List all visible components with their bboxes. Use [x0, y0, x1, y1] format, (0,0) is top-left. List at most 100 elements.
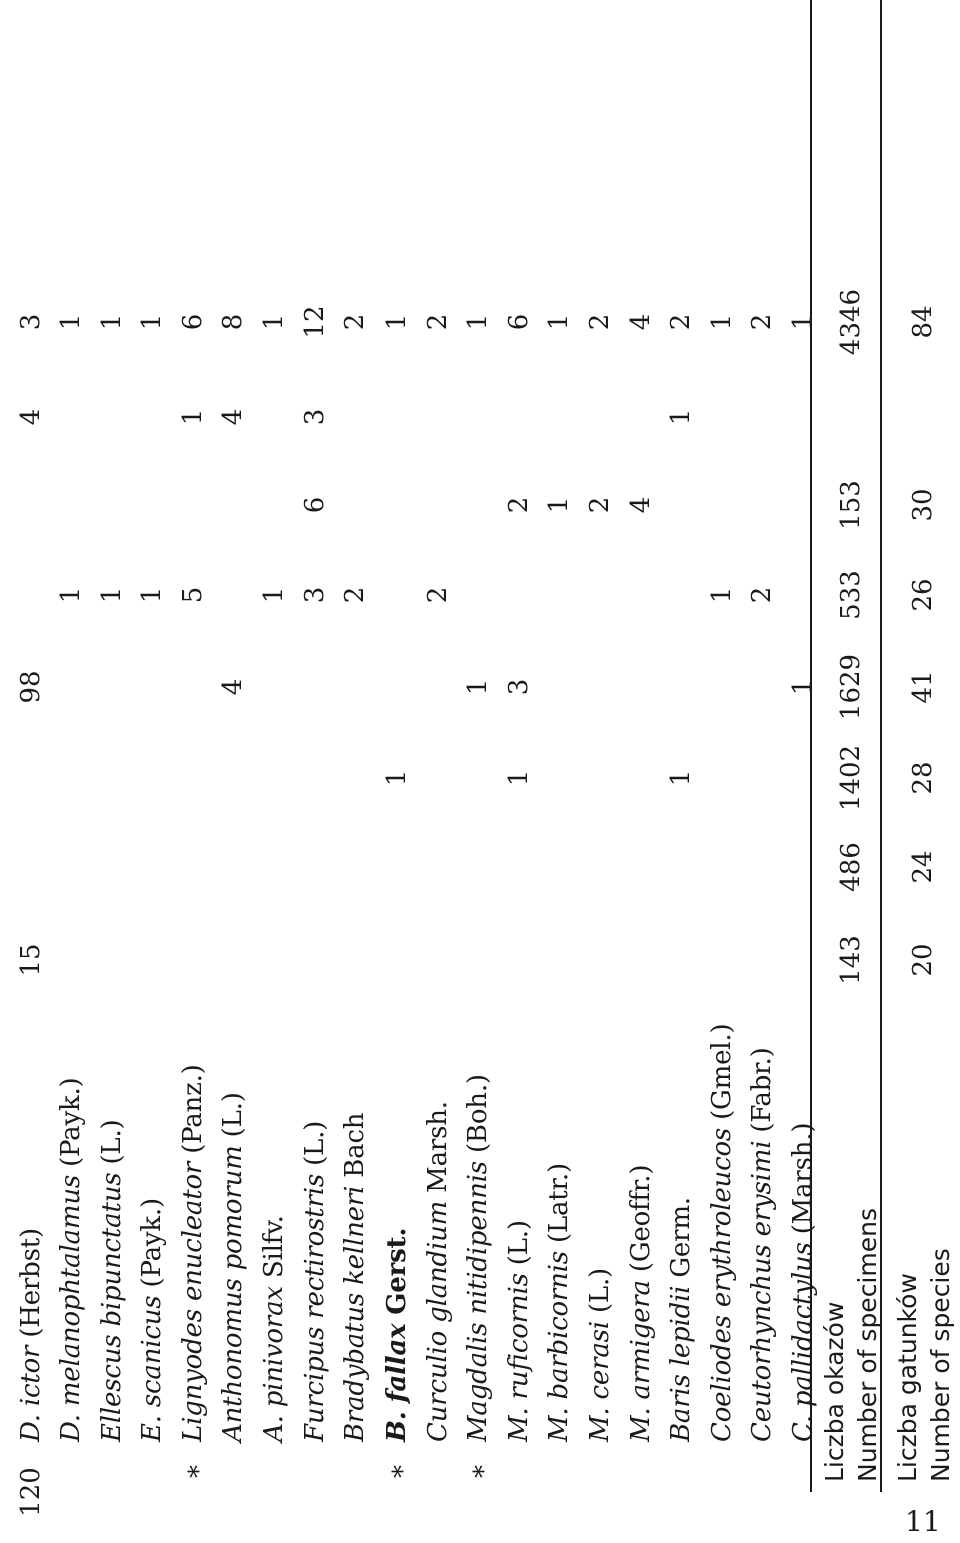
count-cell: 1	[56, 586, 86, 604]
count-cell: 2	[747, 586, 777, 604]
species-name: Ceutorhynchus erysimi (Fabr.)	[747, 1047, 777, 1442]
count-cell: 6	[300, 496, 330, 514]
count-cell: 2	[340, 313, 370, 331]
species-name: Furcipus rectirostris (L.)	[300, 1120, 330, 1442]
species-authority: (Payk.)	[56, 1077, 86, 1175]
count-cell: 2	[504, 496, 534, 514]
species-binomial: Furcipus rectirostris	[300, 1174, 330, 1442]
count-cell: 1	[382, 313, 412, 331]
count-cell: 1	[666, 408, 696, 426]
summary-value: 1402	[836, 744, 866, 812]
count-cell: 4	[218, 678, 248, 696]
species-name: Bradybatus kellneri Bach	[340, 1112, 370, 1442]
count-cell: 4	[218, 408, 248, 426]
count-cell: 1	[56, 313, 86, 331]
count-cell: 3	[300, 408, 330, 426]
count-cell: 1	[178, 408, 208, 426]
summary-label-en: Number of species	[926, 1248, 955, 1482]
count-cell: 8	[218, 313, 248, 331]
summary-value: 20	[908, 943, 938, 977]
count-cell: 2	[585, 496, 615, 514]
species-authority: (L.)	[504, 1220, 534, 1274]
summary-value: 28	[908, 761, 938, 795]
row-star-marker: *	[388, 1465, 418, 1478]
count-cell: 1	[788, 313, 818, 331]
species-authority: (L.)	[300, 1120, 330, 1174]
count-cell: 4	[626, 496, 656, 514]
count-cell: 1	[137, 313, 167, 331]
species-authority: (Boh.)	[463, 1074, 493, 1162]
species-name: M. barbicornis (Latr.)	[544, 1163, 574, 1442]
species-name: Ellescus bipunctatus (L.)	[97, 1120, 127, 1443]
species-name: A. pinivorax Silfv.	[259, 1215, 289, 1442]
count-cell: 1	[544, 313, 574, 331]
species-binomial: A. pinivorax	[259, 1286, 289, 1442]
row-star-marker: *	[469, 1465, 499, 1478]
count-cell: 6	[504, 313, 534, 331]
count-cell: 2	[423, 313, 453, 331]
species-binomial: D. ictor	[16, 1345, 46, 1442]
species-authority: (L.)	[585, 1268, 615, 1322]
species-name: D. ictor (Herbst)	[16, 1228, 46, 1442]
species-name: M. cerasi (L.)	[585, 1268, 615, 1442]
species-name: Curculio glandium Marsh.	[423, 1101, 453, 1442]
count-cell: 5	[178, 586, 208, 604]
summary-value: 4346	[836, 288, 866, 356]
summary-value: 533	[836, 570, 866, 620]
species-authority: Bach	[340, 1112, 370, 1186]
species-binomial: M. cerasi	[585, 1321, 615, 1442]
species-binomial: Lignyodes enucleator	[178, 1161, 208, 1442]
species-authority: (Herbst)	[16, 1228, 46, 1346]
count-cell: 12	[300, 305, 330, 339]
rotated-table-page: D. ictor (Herbst) 15 98 4 3 120 D. melanophtal…	[16, 0, 955, 1517]
species-binomial: M. armigera	[626, 1280, 656, 1442]
count-cell: 1	[259, 586, 289, 604]
count-cell: 2	[747, 313, 777, 331]
count-cell: 1	[137, 586, 167, 604]
summary-value: 24	[908, 850, 938, 884]
species-binomial: M. ruficornis	[504, 1273, 534, 1442]
count-cell: 1	[707, 586, 737, 604]
page-number: 11	[905, 1505, 941, 1538]
summary-value: 1629	[836, 653, 866, 721]
species-name: Anthonomus pomorum (L.)	[218, 1092, 248, 1442]
species-authority: Germ.	[666, 1197, 696, 1286]
species-authority: Gerst.	[382, 1227, 412, 1324]
count-cell: 2	[585, 313, 615, 331]
species-binomial: Bradybatus kellneri	[340, 1185, 370, 1442]
species-binomial: Coeliodes erythroleucos	[707, 1127, 737, 1442]
count-cell: 1	[97, 313, 127, 331]
count-cell: 120	[16, 1467, 46, 1517]
species-name: E. scanicus (Payk.)	[137, 1198, 167, 1442]
species-name: Baris lepidii Germ.	[666, 1197, 696, 1442]
species-binomial: E. scanicus	[137, 1295, 167, 1442]
species-binomial: Ellescus bipunctatus	[97, 1172, 127, 1442]
count-cell: 98	[16, 670, 46, 704]
count-cell: 4	[16, 408, 46, 426]
species-name: Lignyodes enucleator (Panz.)	[178, 1064, 208, 1442]
summary-value: 486	[836, 842, 866, 892]
count-cell: 3	[504, 678, 534, 696]
count-cell: 1	[504, 769, 534, 787]
summary-label-en: Number of specimens	[853, 1208, 882, 1482]
species-binomial: D. melanophtalamus	[56, 1174, 86, 1442]
count-cell: 2	[666, 313, 696, 331]
species-name: C. pallidactylus (Marsh.)	[788, 1123, 818, 1442]
species-authority: (Panz.)	[178, 1064, 208, 1162]
species-binomial: Curculio glandium	[423, 1200, 453, 1442]
count-cell: 2	[423, 586, 453, 604]
species-binomial: Ceutorhynchus erysimi	[747, 1140, 777, 1442]
count-cell: 3	[300, 586, 330, 604]
species-binomial: Baris lepidii	[666, 1285, 696, 1442]
count-cell: 3	[16, 313, 46, 331]
count-cell: 4	[626, 313, 656, 331]
count-cell: 1	[707, 313, 737, 331]
species-binomial: Anthonomus pomorum	[218, 1145, 248, 1442]
summary-value: 41	[908, 670, 938, 704]
summary-value: 30	[908, 488, 938, 522]
count-cell: 15	[16, 943, 46, 977]
row-star-marker: *	[184, 1465, 214, 1478]
species-name: M. ruficornis (L.)	[504, 1220, 534, 1442]
count-cell: 1	[463, 678, 493, 696]
species-name: Magdalis nitidipennis (Boh.)	[463, 1074, 493, 1442]
